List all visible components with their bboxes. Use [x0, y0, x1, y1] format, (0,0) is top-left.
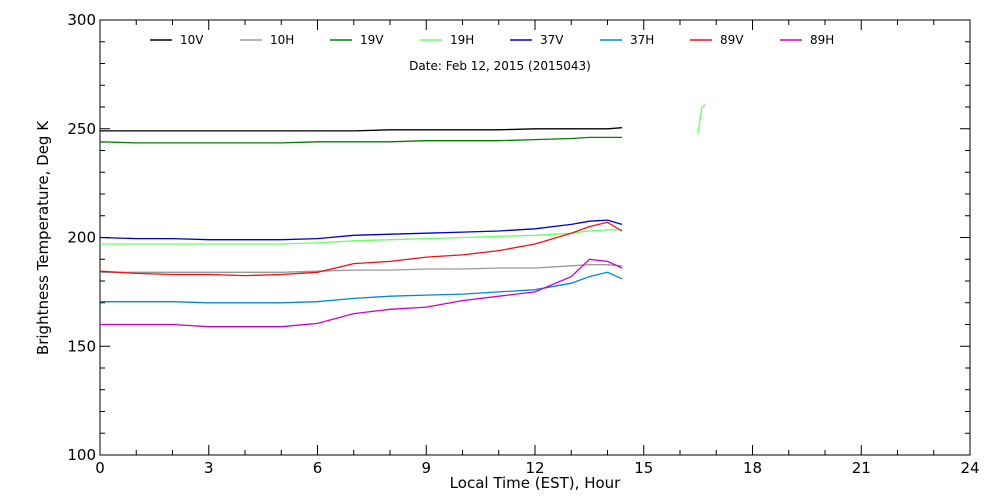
x-tick-label: 3	[204, 459, 214, 477]
y-tick-label: 200	[67, 229, 96, 247]
y-tick-labels: 100 150 200 250 300	[67, 11, 96, 464]
x-tick-label: 24	[960, 459, 979, 477]
series-line-19V	[99, 136, 622, 144]
x-tick-label: 21	[852, 459, 871, 477]
series-lines	[99, 104, 706, 328]
series-line-10H	[100, 264, 623, 273]
legend: 10V 10H 19V 19H 37V 37H 89V 89H	[150, 33, 834, 47]
legend-label-10H: 10H	[270, 33, 294, 47]
chart-title: Date: Feb 12, 2015 (2015043)	[409, 59, 591, 73]
legend-label-37H: 37H	[630, 33, 654, 47]
plot-area	[99, 19, 971, 456]
axis-ticks	[99, 19, 971, 456]
x-tick-label: 0	[95, 459, 105, 477]
series-line-89H	[100, 258, 623, 328]
legend-label-37V: 37V	[540, 33, 564, 47]
legend-label-19V: 19V	[360, 33, 384, 47]
series-line-37V	[99, 219, 623, 241]
plot-frame	[99, 19, 971, 456]
x-tick-label: 15	[634, 459, 653, 477]
x-tick-label: 6	[313, 459, 323, 477]
series-line-37H	[100, 271, 623, 304]
legend-label-19H: 19H	[450, 33, 474, 47]
legend-label-89H: 89H	[810, 33, 834, 47]
legend-label-10V: 10V	[180, 33, 204, 47]
y-tick-label: 300	[67, 11, 96, 29]
x-axis-title: Local Time (EST), Hour	[450, 474, 621, 492]
series-line-89V	[99, 221, 623, 277]
series-line-19H	[100, 104, 706, 245]
x-tick-label: 9	[421, 459, 431, 477]
x-tick-label: 18	[743, 459, 762, 477]
legend-label-89V: 89V	[720, 33, 744, 47]
y-tick-label: 100	[67, 446, 96, 464]
series-line-10V	[100, 127, 623, 132]
y-tick-label: 250	[67, 120, 96, 138]
y-axis-title: Brightness Temperature, Deg K	[34, 120, 52, 355]
x-tick-label: 12	[525, 459, 544, 477]
x-tick-labels: 0 3 6 9 12 15 18 21 24	[95, 459, 979, 477]
y-tick-label: 150	[67, 337, 96, 355]
